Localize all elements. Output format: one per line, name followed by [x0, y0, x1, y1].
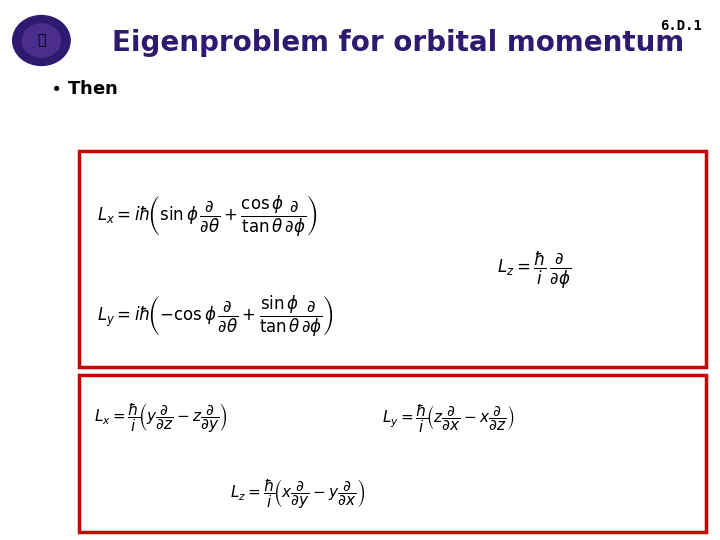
- Text: 🦎: 🦎: [37, 33, 45, 48]
- Text: Eigenproblem for orbital momentum: Eigenproblem for orbital momentum: [112, 29, 684, 57]
- Text: $L_y = \dfrac{\hbar}{i}\!\left(z\dfrac{\partial}{\partial x}-x\dfrac{\partial}{\: $L_y = \dfrac{\hbar}{i}\!\left(z\dfrac{\…: [382, 402, 514, 435]
- Text: $L_x = \dfrac{\hbar}{i}\!\left(y\dfrac{\partial}{\partial z}-z\dfrac{\partial}{\: $L_x = \dfrac{\hbar}{i}\!\left(y\dfrac{\…: [94, 402, 228, 435]
- FancyBboxPatch shape: [79, 375, 706, 532]
- Text: $\bullet\,\,\mathbf{Then}$: $\bullet\,\,\mathbf{Then}$: [50, 80, 118, 98]
- Text: $L_y = i\hbar\!\left(-\cos\phi\,\dfrac{\partial}{\partial\theta}+\dfrac{\sin\phi: $L_y = i\hbar\!\left(-\cos\phi\,\dfrac{\…: [97, 293, 334, 339]
- Text: $L_z = \dfrac{\hbar}{i}\!\left(x\dfrac{\partial}{\partial y}-y\dfrac{\partial}{\: $L_z = \dfrac{\hbar}{i}\!\left(x\dfrac{\…: [230, 477, 366, 511]
- Text: 6.D.1: 6.D.1: [660, 19, 702, 33]
- Text: $L_z = \dfrac{\hbar}{i}\,\dfrac{\partial}{\partial\phi}$: $L_z = \dfrac{\hbar}{i}\,\dfrac{\partial…: [497, 249, 571, 291]
- FancyBboxPatch shape: [79, 151, 706, 367]
- Circle shape: [13, 16, 70, 65]
- Circle shape: [22, 24, 60, 57]
- Text: $L_x = i\hbar\!\left(\sin\phi\,\dfrac{\partial}{\partial\theta}+\dfrac{\cos\phi}: $L_x = i\hbar\!\left(\sin\phi\,\dfrac{\p…: [97, 193, 318, 239]
